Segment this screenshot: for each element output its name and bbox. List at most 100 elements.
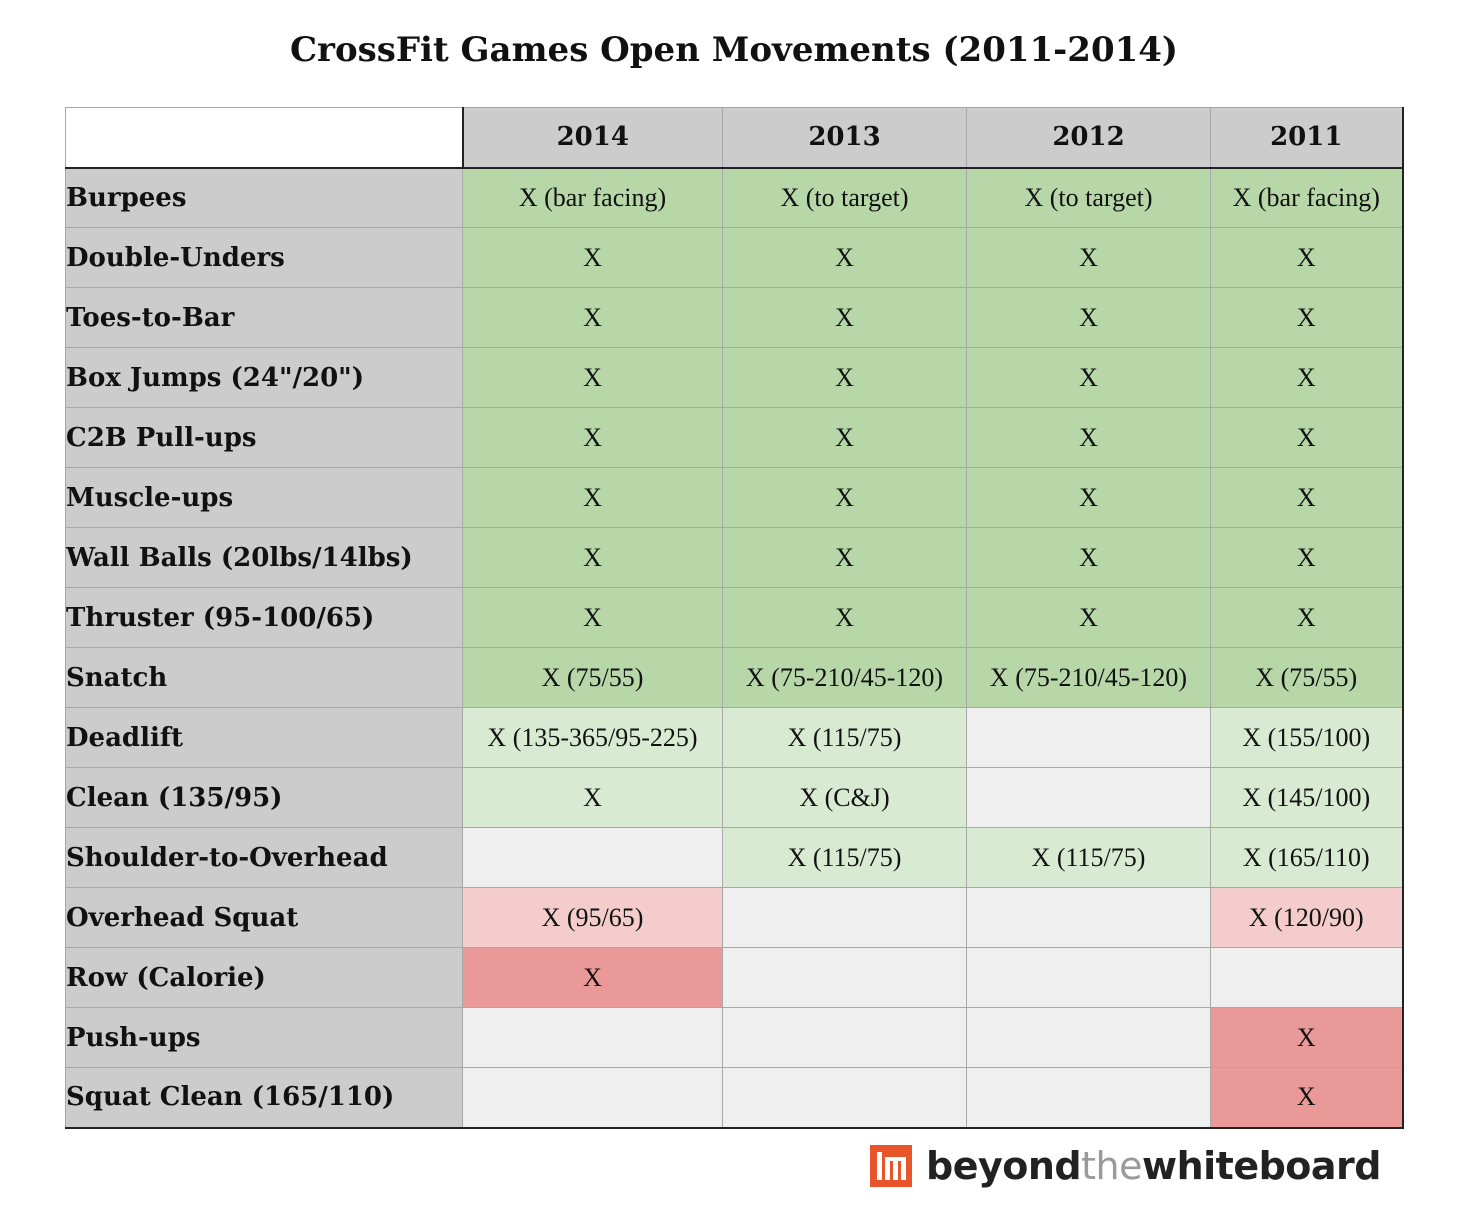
column-header: 2014 [461,107,723,168]
table-cell [966,887,1211,948]
table-row: Clean (135/95) X X (C&J) X (145/100) [65,767,1404,828]
table-cell: X [966,227,1211,288]
table-cell: X [722,407,967,468]
table-cell: X [1210,587,1404,648]
table-cell [462,1007,723,1068]
row-label: Double-Unders [65,227,463,288]
brand-logo: beyondthewhiteboard [870,1143,1382,1189]
table-cell: X (bar facing) [1210,166,1404,228]
table-cell: X [1210,1067,1404,1129]
table-cell: X [966,527,1211,588]
table-cell: X [1210,407,1404,468]
table-cell: X (155/100) [1210,707,1404,768]
table-row: Wall Balls (20lbs/14lbs) X X X X [65,527,1404,588]
table-cell: X [462,467,723,528]
table-cell: X (to target) [722,166,967,228]
row-label: Wall Balls (20lbs/14lbs) [65,527,463,588]
table-row: Deadlift X (135-365/95-225) X (115/75) X (1… [65,707,1404,768]
table-row: Toes-to-Bar X X X X [65,287,1404,348]
table-row: Muscle-ups X X X X [65,467,1404,528]
table-cell: X (95/65) [462,887,723,948]
table-cell: X [462,767,723,828]
table-cell: X [722,347,967,408]
table-cell: X (165/110) [1210,827,1404,888]
table-cell: X (145/100) [1210,767,1404,828]
table-cell: X [1210,1007,1404,1068]
column-header: 2013 [722,107,967,168]
table-cell: X [1210,467,1404,528]
btwb-logo-icon [870,1145,912,1187]
table-cell: X [966,587,1211,648]
table-cell: X [462,347,723,408]
row-label: Snatch [65,647,463,708]
table-cell: X (75-210/45-120) [722,647,967,708]
table-cell: X [462,527,723,588]
table-cell [722,947,967,1008]
table-row: Snatch X (75/55) X (75-210/45-120) X (75-21… [65,647,1404,708]
row-label: Toes-to-Bar [65,287,463,348]
table-cell: X [966,287,1211,348]
table-cell: X (120/90) [1210,887,1404,948]
brand-part-whiteboard: whiteboard [1141,1144,1382,1188]
table-cell [462,1067,723,1129]
table-cell: X (bar facing) [462,166,723,228]
table-row: Row (Calorie) X [65,947,1404,1008]
row-label: Burpees [65,166,463,228]
table-cell: X [722,227,967,288]
table-row: Squat Clean (165/110) X [65,1067,1404,1129]
table-cell [966,707,1211,768]
table-cell: X (115/75) [722,707,967,768]
chart-title: CrossFit Games Open Movements (2011-2014… [289,30,1179,70]
table-body: Burpees X (bar facing) X (to target) X (to … [65,166,1404,1129]
table-cell: X [1210,527,1404,588]
row-label: Push-ups [65,1007,463,1068]
table-row: Burpees X (bar facing) X (to target) X (to … [65,166,1404,228]
table-cell: X [966,407,1211,468]
table-cell: X [462,287,723,348]
table-cell: X (to target) [966,166,1211,228]
table-cell: X (75-210/45-120) [966,647,1211,708]
table-cell: X [1210,287,1404,348]
table-cell: X [1210,347,1404,408]
table-cell [722,887,967,948]
table-row: Thruster (95-100/65) X X X X [65,587,1404,648]
brand-part-beyond: beyond [926,1144,1082,1188]
table-row: Double-Unders X X X X [65,227,1404,288]
table-cell: X (75/55) [462,647,723,708]
table-row: C2B Pull-ups X X X X [65,407,1404,468]
row-label: Clean (135/95) [65,767,463,828]
row-label: Overhead Squat [65,887,463,948]
table-cell [966,767,1211,828]
table-cell: X (115/75) [722,827,967,888]
row-label: Shoulder-to-Overhead [65,827,463,888]
brand-part-the: the [1081,1144,1142,1188]
table-cell [722,1007,967,1068]
row-label: Muscle-ups [65,467,463,528]
table-cell [966,947,1211,1008]
corner-cell [65,107,463,168]
table-cell: X [1210,227,1404,288]
table-cell [462,827,723,888]
row-label: C2B Pull-ups [65,407,463,468]
table-cell: X [462,407,723,468]
table-cell: X [722,467,967,528]
brand-wordmark: beyondthewhiteboard [926,1144,1382,1188]
table-cell: X [462,227,723,288]
table-row: Shoulder-to-Overhead X (115/75) X (115/75)… [65,827,1404,888]
table-cell: X [966,467,1211,528]
table-cell: X [722,527,967,588]
table-cell: X [462,587,723,648]
movements-table: 2014 2013 2012 2011 Burpees X (bar facing… [65,107,1404,1129]
table-row: Overhead Squat X (95/65) X (120/90) [65,887,1404,948]
table-cell: X (75/55) [1210,647,1404,708]
table-cell: X (135-365/95-225) [462,707,723,768]
table-cell: X [722,287,967,348]
table-row: Push-ups X [65,1007,1404,1068]
row-label: Box Jumps (24"/20") [65,347,463,408]
row-label: Row (Calorie) [65,947,463,1008]
table-cell [966,1067,1211,1129]
table-cell: X [462,947,723,1008]
row-label: Squat Clean (165/110) [65,1067,463,1129]
table-cell: X [722,587,967,648]
table-cell: X (115/75) [966,827,1211,888]
